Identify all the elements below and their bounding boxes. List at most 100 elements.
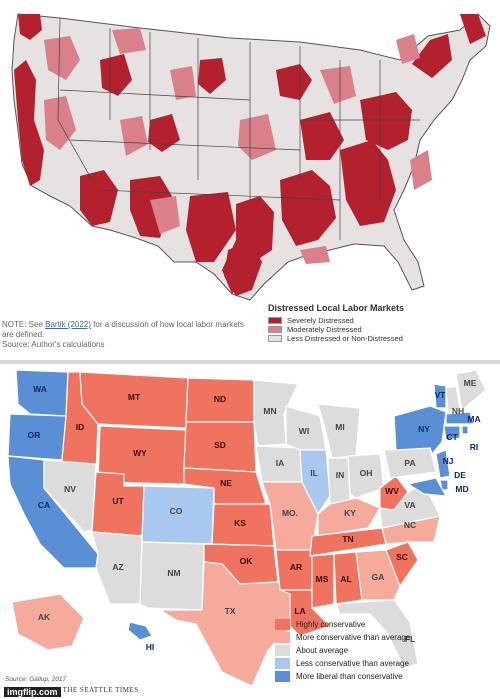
distressed-labor-map (11, 13, 491, 301)
legend-item-more-conservative: More conservative than average (275, 631, 410, 644)
legend-item-severe: Severely Distressed (268, 316, 404, 325)
legend-swatch (268, 335, 282, 342)
state-label-ct: CT (446, 432, 458, 442)
legend-item-less: Less Distressed or Non-Distressed (268, 334, 404, 343)
state-borders (57, 17, 420, 240)
state-label-ca: CA (38, 500, 50, 510)
legend-label: Highly conservative (296, 620, 366, 629)
state-nj (435, 449, 451, 479)
state-label-hi: HI (146, 642, 155, 652)
moderately-distressed-regions (44, 28, 432, 264)
state-label-id: ID (76, 422, 85, 432)
state-ny (393, 405, 447, 456)
state-label-wa: WA (33, 384, 47, 394)
state-label-wy: WY (133, 448, 147, 458)
legend-label: Moderately Distressed (287, 325, 362, 334)
top-legend: Distressed Local Labor Markets Severely … (268, 303, 404, 343)
state-il (299, 449, 331, 516)
top-legend-title: Distressed Local Labor Markets (268, 303, 405, 313)
state-in (327, 457, 351, 505)
state-label-mo: MO. (282, 508, 298, 518)
state-ga (355, 549, 401, 601)
legend-label: More liberal than conservative (296, 672, 403, 681)
state-label-ga: GA (372, 572, 385, 582)
legend-swatch (275, 619, 290, 630)
legend-label: Severely Distressed (287, 316, 354, 325)
distressed-labor-map-panel: Distressed Local Labor Markets Severely … (2, 13, 491, 350)
state-label-tx: TX (225, 606, 236, 616)
state-label-me: ME (464, 378, 477, 388)
state-label-nv: NV (64, 484, 76, 494)
state-label-nh: NH (452, 406, 464, 416)
state-label-ar: AR (290, 562, 302, 572)
seattle-times-brand: / THE SEATTLE TIMES (58, 686, 139, 694)
state-label-fl: FL (405, 634, 415, 644)
bottom-source: Source: Gallup, 2017 (5, 676, 67, 683)
state-label-wv: WV (385, 486, 399, 496)
state-label-ma: MA (467, 414, 480, 424)
state-label-nd: ND (214, 394, 226, 404)
legend-swatch (268, 326, 282, 333)
state-label-co: CO (170, 506, 183, 516)
state-label-va: VA (404, 500, 415, 510)
bottom-legend: Highly conservative More conservative th… (275, 618, 410, 683)
top-source: Source: Author's calculations (2, 340, 105, 349)
state-label-md: MD (455, 484, 468, 494)
state-label-sd: SD (214, 440, 226, 450)
state-label-ms: MS (316, 574, 329, 584)
state-oh (347, 453, 385, 499)
state-label-de: DE (454, 470, 466, 480)
state-label-mi: MI (335, 422, 344, 432)
ideology-map: WA OR CA ID NV MT WY UT AZ CO NM ND SD NE KS OK TX MN IA MO… (7, 369, 487, 687)
legend-item-less-conservative: Less conservative than average (275, 657, 410, 670)
ideology-map-panel: WA OR CA ID NV MT WY UT AZ CO NM ND SD NE KS OK TX MN IA MO… (0, 364, 500, 699)
state-label-az: AZ (112, 562, 123, 572)
state-ma (445, 411, 475, 425)
state-label-mt: MT (128, 392, 141, 402)
state-label-ne: NE (220, 478, 232, 488)
legend-label: Less conservative than average (296, 659, 409, 668)
state-label-ri: RI (470, 442, 479, 452)
state-label-nc: NC (404, 520, 416, 530)
state-tx (157, 561, 293, 687)
legend-item-highly-conservative: Highly conservative (275, 618, 410, 631)
state-label-ak: AK (38, 612, 51, 622)
state-label-vt: VT (435, 390, 447, 400)
state-label-oh: OH (360, 468, 373, 478)
severely-distressed-regions (14, 14, 486, 296)
bartik-link[interactable]: Bartik (2022) (45, 320, 91, 329)
legend-item-more-liberal: More liberal than conservative (275, 670, 410, 683)
state-nv (43, 459, 97, 533)
state-label-ut: UT (112, 496, 124, 506)
state-label-ny: NY (418, 424, 430, 434)
state-ak (11, 593, 85, 651)
state-label-ia: IA (276, 458, 285, 468)
state-nh (445, 385, 461, 413)
state-label-in: IN (336, 470, 345, 480)
state-label-tn: TN (342, 534, 353, 544)
state-me (455, 369, 487, 412)
legend-label: More conservative than average (296, 633, 411, 642)
state-hi (127, 621, 153, 641)
legend-label: Less Distressed or Non-Distressed (287, 334, 403, 343)
state-label-nm: NM (167, 568, 180, 578)
state-ct (443, 425, 461, 441)
state-label-la: LA (294, 606, 305, 616)
state-vt (433, 383, 447, 409)
state-label-ky: KY (344, 508, 356, 518)
legend-swatch (275, 645, 290, 656)
state-label-or: OR (28, 430, 41, 440)
legend-swatch (275, 671, 290, 682)
state-mt (79, 371, 189, 429)
state-sc (385, 541, 419, 588)
state-label-ok: OK (240, 556, 254, 566)
state-label-pa: PA (404, 458, 415, 468)
note-suffix: for a discussion of how local labor mark… (2, 320, 244, 339)
state-label-al: AL (340, 574, 351, 584)
panel-divider (0, 360, 500, 364)
state-label-il: IL (310, 468, 318, 478)
note-text: NOTE: See Bartik (2022) for a discussion… (2, 320, 252, 350)
state-fl (335, 599, 419, 669)
state-label-wi: WI (299, 426, 309, 436)
legend-item-moderate: Moderately Distressed (268, 325, 404, 334)
